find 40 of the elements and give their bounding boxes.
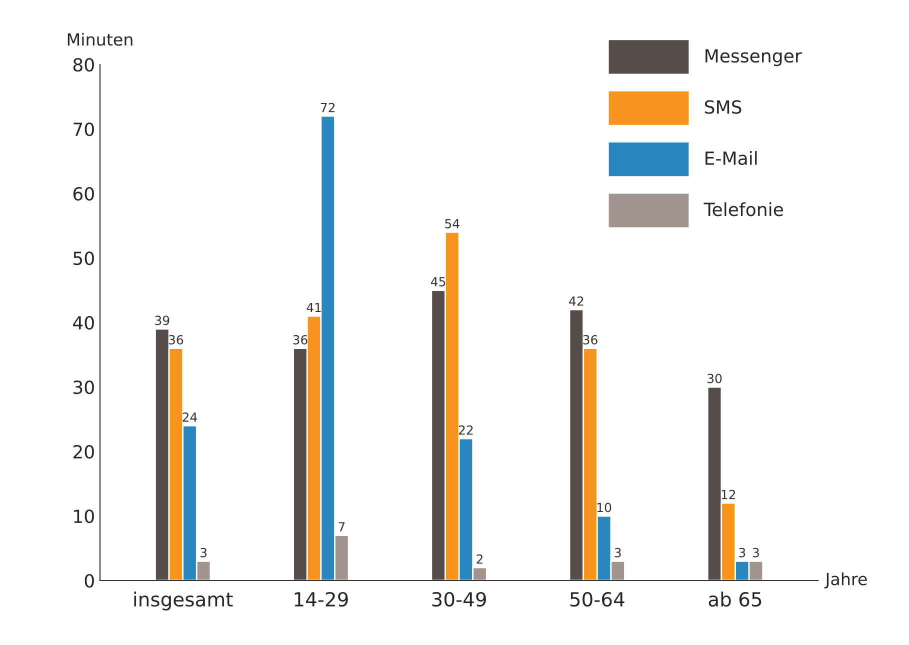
y-tick-label: 70 (74, 122, 94, 136)
data-label: 41 (306, 302, 321, 312)
data-label: 3 (200, 548, 207, 558)
data-label: 36 (168, 335, 184, 344)
y-tick-label: 80 (73, 58, 94, 72)
data-label: 39 (155, 316, 170, 326)
x-axis-title: Jahre (824, 572, 867, 588)
x-tick-label: 14-29 (294, 592, 348, 607)
legend-label: E-Mail (706, 151, 757, 166)
data-label: 36 (293, 335, 308, 344)
y-tick-label: 20 (73, 444, 94, 459)
data-label: 30 (708, 374, 722, 384)
x-tick-label: 50-64 (570, 592, 624, 607)
y-tick-label: 10 (74, 509, 94, 524)
x-tick-label: ab 65 (708, 592, 762, 607)
data-label: 12 (722, 490, 736, 500)
data-label: 3 (739, 548, 746, 558)
y-tick-label: 60 (73, 186, 94, 201)
legend-label: Messenger (706, 49, 802, 66)
data-label: 10 (597, 502, 612, 512)
legend-label: Telefonie (704, 202, 784, 216)
data-label: 22 (458, 425, 473, 435)
legend-label: SMS (704, 100, 742, 114)
data-label: 45 (430, 277, 446, 286)
data-label: 7 (338, 522, 345, 532)
data-label: 3 (614, 548, 621, 558)
data-label: 3 (752, 548, 759, 558)
y-tick-label: 40 (73, 316, 94, 330)
data-label: 2 (476, 554, 482, 564)
y-tick-label: 30 (74, 380, 94, 394)
x-tick-label: 30-49 (432, 592, 486, 607)
y-tick-label: 50 (74, 251, 94, 266)
data-label: 42 (569, 296, 584, 306)
x-tick-label: insgesamt (134, 592, 233, 610)
y-tick-label: 0 (84, 574, 94, 588)
data-label: 72 (320, 102, 335, 112)
y-axis-title: Minuten (68, 32, 132, 46)
data-label: 54 (445, 219, 460, 228)
data-label: 36 (583, 335, 598, 344)
data-label: 24 (182, 412, 198, 422)
